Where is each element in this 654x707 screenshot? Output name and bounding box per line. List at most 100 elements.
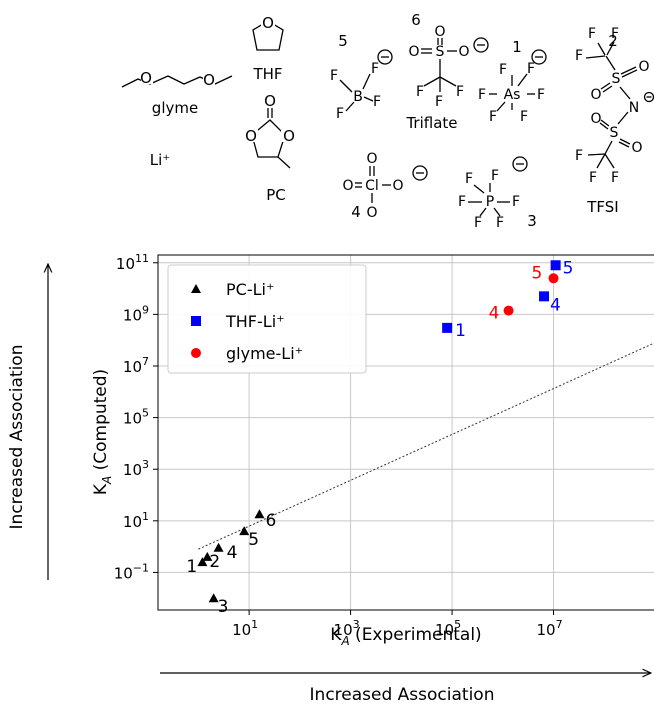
triflate-label: Triflate [405,114,457,132]
legend-label: THF-Li⁺ [225,312,285,331]
point-label: 5 [248,530,259,550]
point-label: 2 [209,552,220,572]
svg-text:N: N [629,100,639,116]
pc-structure: O O O PC [244,92,295,204]
svg-text:B: B [353,89,363,105]
svg-text:S: S [610,125,619,141]
svg-text:O: O [262,14,274,32]
svg-text:O: O [342,178,353,194]
svg-text:F: F [589,170,597,186]
bf4-number: 5 [338,32,348,50]
data-point [202,551,213,561]
y-tick-label: 107 [123,355,149,376]
svg-text:F: F [478,87,486,103]
point-label: 5 [563,258,574,278]
svg-text:F: F [330,68,338,84]
svg-text:F: F [575,48,583,64]
tfsi-number: 2 [608,32,618,50]
clo4-number: 4 [351,203,361,221]
tfsi-structure: 2 F F F S O O N S O O [575,26,654,216]
triflate-structure: 6 S O O O F F F Triflate [405,11,489,132]
svg-text:F: F [465,171,473,187]
data-point [442,322,453,333]
li-ion-label: Li⁺ [150,151,170,169]
data-point [213,542,224,552]
svg-text:O: O [638,59,649,75]
svg-text:O: O [392,178,403,194]
thf-label: THF [252,65,282,83]
tfsi-label: TFSI [586,198,618,216]
svg-text:O: O [140,69,152,87]
svg-text:S: S [612,71,621,87]
pc-label: PC [266,186,286,204]
svg-text:F: F [491,168,499,184]
y-tick-label: 103 [123,458,149,479]
legend-marker [191,316,201,326]
triflate-number: 6 [411,11,421,29]
y-tick-label: 109 [123,303,149,324]
legend-box [167,264,367,374]
x-axis-ticks: 101 103 105 107 [232,610,563,639]
svg-text:F: F [458,194,466,210]
y-tick-label: 1011 [116,252,149,273]
x-axis-label: KA (Experimental) [330,625,481,648]
svg-text:F: F [489,109,497,125]
point-label: 6 [265,511,276,531]
reference-line [198,342,654,550]
svg-text:P: P [486,194,494,210]
point-label: 5 [532,263,543,283]
data-point [550,260,561,271]
annotation-arrows: Increased Association Increased Associat… [7,264,651,705]
data-point [503,305,514,316]
svg-text:F: F [611,170,619,186]
data-point [197,557,208,567]
svg-text:O: O [434,24,445,40]
x-tick-label: 105 [435,618,461,639]
svg-text:F: F [336,106,344,122]
svg-text:O: O [366,151,377,167]
glyme-label: glyme [152,99,198,117]
svg-text:F: F [520,109,528,125]
svg-text:F: F [416,84,424,100]
asf6-structure: 1 As F F F F F F [478,38,547,125]
point-label: 1 [186,557,197,577]
bf4-structure: 5 B F F F F [330,32,393,122]
svg-text:F: F [499,62,507,78]
chemical-structures: O O glyme O THF O O O PC Li⁺ [121,11,654,231]
y-tick-label: 101 [123,510,149,531]
svg-text:F: F [474,215,482,231]
point-label: 1 [455,321,466,341]
svg-text:Cl: Cl [365,178,379,194]
svg-text:F: F [456,84,464,100]
svg-text:F: F [611,26,619,42]
svg-text:F: F [575,148,583,164]
legend: PC-Li⁺ THF-Li⁺ glyme-Li⁺ [167,264,367,374]
svg-text:O: O [245,127,257,145]
data-point [254,509,265,519]
left-arrow-label: Increased Association [7,345,27,530]
glyme-structure: O O glyme [121,68,233,117]
svg-text:O: O [283,127,295,145]
svg-text:F: F [371,61,379,77]
svg-text:As: As [504,87,521,103]
svg-text:O: O [590,111,601,127]
svg-text:O: O [203,71,215,89]
y-axis-label: KA (Computed) [91,369,114,495]
point-label: 3 [218,597,229,617]
data-point [548,273,559,284]
clo4-structure: O Cl O O O 4 [342,151,428,221]
data-point [239,526,250,536]
svg-text:F: F [435,94,443,110]
svg-text:O: O [366,205,377,221]
y-tick-label: 10−1 [114,561,149,582]
x-tick-label: 107 [536,618,562,639]
svg-text:F: F [527,61,535,77]
svg-text:O: O [264,92,276,110]
svg-text:F: F [512,194,520,210]
svg-text:F: F [537,87,545,103]
svg-text:F: F [496,215,504,231]
bottom-arrow-label: Increased Association [310,685,495,705]
